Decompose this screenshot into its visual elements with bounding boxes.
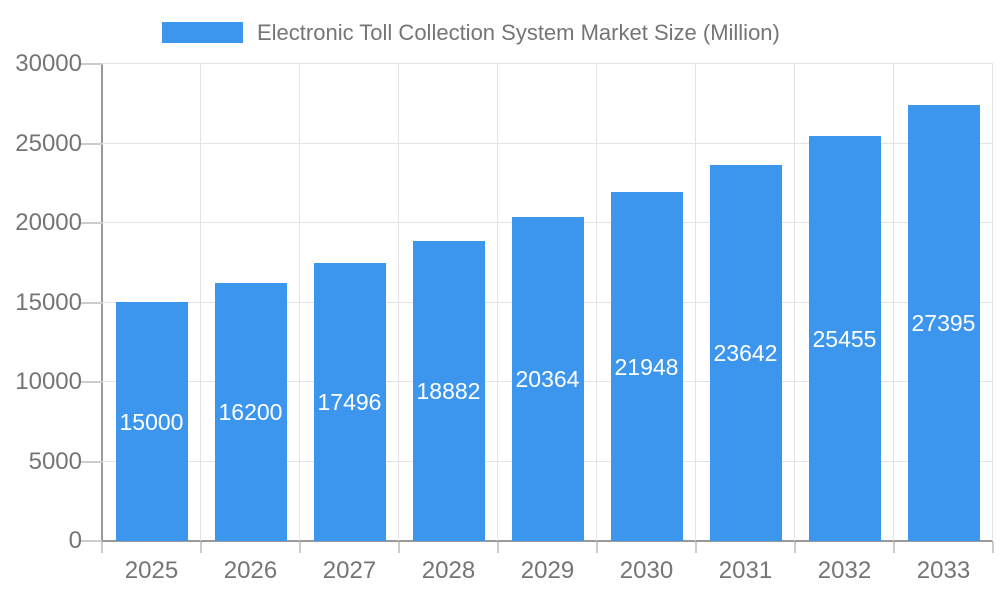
bar-2031[interactable]	[710, 165, 782, 541]
y-tick-label-10000: 10000	[15, 368, 82, 395]
x-tick-label-2025: 2025	[124, 557, 179, 584]
y-gridline-25000	[102, 143, 993, 144]
y-tick-5000	[80, 461, 102, 463]
bar-value-label-2031: 23642	[713, 340, 778, 366]
x-tick-9	[992, 542, 994, 553]
x-gridline-1	[200, 64, 201, 541]
x-gridline-2	[299, 64, 300, 541]
bar-2032[interactable]	[809, 136, 881, 541]
bar-value-label-2029: 20364	[515, 366, 580, 392]
x-tick-5	[596, 542, 598, 553]
y-tick-label-20000: 20000	[15, 209, 82, 236]
bar-value-label-2032: 25455	[812, 326, 877, 352]
x-gridline-8	[893, 64, 894, 541]
x-gridline-5	[596, 64, 597, 541]
plot-area: 15000 16200 17496 18882 20364 21948 23642 25455…	[102, 63, 993, 541]
y-axis-line	[101, 64, 103, 553]
y-tick-15000	[80, 302, 102, 304]
x-axis-line	[102, 540, 993, 542]
bar-2027[interactable]	[314, 263, 386, 541]
x-tick-label-2032: 2032	[817, 557, 872, 584]
bar-2030[interactable]	[611, 192, 683, 541]
x-gridline-3	[398, 64, 399, 541]
x-tick-label-2030: 2030	[619, 557, 674, 584]
x-tick-label-2028: 2028	[421, 557, 476, 584]
x-tick-label-2029: 2029	[520, 557, 575, 584]
legend-swatch-icon	[162, 22, 243, 43]
y-tick-label-5000: 5000	[28, 448, 82, 475]
x-tick-6	[695, 542, 697, 553]
bar-value-label-2030: 21948	[614, 354, 679, 380]
y-tick-label-0: 0	[68, 527, 82, 554]
legend-label: Electronic Toll Collection System Market…	[257, 19, 780, 45]
x-tick-8	[893, 542, 895, 553]
bar-2025[interactable]	[116, 302, 188, 541]
y-tick-25000	[80, 143, 102, 145]
x-tick-label-2027: 2027	[322, 557, 377, 584]
y-tick-label-25000: 25000	[15, 130, 82, 157]
y-tick-20000	[80, 222, 102, 224]
y-gridline-30000	[102, 63, 993, 64]
x-tick-label-2033: 2033	[916, 557, 971, 584]
y-tick-0	[80, 540, 102, 542]
y-tick-30000	[80, 63, 102, 65]
x-tick-label-2026: 2026	[223, 557, 278, 584]
x-tick-2	[299, 542, 301, 553]
bar-2029[interactable]	[512, 217, 584, 541]
bar-2033[interactable]	[908, 105, 980, 541]
x-tick-label-2031: 2031	[718, 557, 773, 584]
bar-value-label-2033: 27395	[911, 310, 976, 336]
legend-item[interactable]: Electronic Toll Collection System Market…	[162, 20, 780, 45]
x-tick-0	[101, 542, 103, 553]
bar-value-label-2027: 17496	[317, 389, 382, 415]
bar-value-label-2028: 18882	[416, 378, 481, 404]
x-tick-7	[794, 542, 796, 553]
bar-value-label-2025: 15000	[119, 409, 184, 435]
y-tick-label-15000: 15000	[15, 289, 82, 316]
y-tick-10000	[80, 381, 102, 383]
x-gridline-6	[695, 64, 696, 541]
x-tick-3	[398, 542, 400, 553]
x-tick-4	[497, 542, 499, 553]
x-gridline-4	[497, 64, 498, 541]
bar-2028[interactable]	[413, 241, 485, 541]
bar-value-label-2026: 16200	[218, 399, 283, 425]
x-gridline-9	[992, 64, 993, 541]
x-gridline-7	[794, 64, 795, 541]
bar-2026[interactable]	[215, 283, 287, 541]
x-tick-1	[200, 542, 202, 553]
y-tick-label-30000: 30000	[15, 50, 82, 77]
